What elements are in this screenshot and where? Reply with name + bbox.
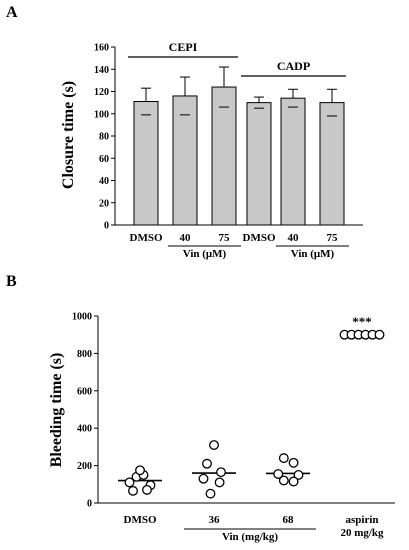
x-tick-label-a: 40 — [180, 232, 192, 244]
y-tick-label-a: 20 — [99, 198, 109, 209]
x-tick-label-b: 68 — [283, 514, 295, 526]
bar — [319, 102, 345, 226]
data-point — [214, 477, 225, 488]
group-label-a: CEPI — [169, 40, 198, 54]
y-tick-label-a: 60 — [99, 154, 109, 165]
data-point — [142, 484, 152, 495]
x-tick-label-a: 40 — [288, 232, 300, 244]
y-tick-label-a: 0 — [104, 221, 109, 232]
y-tick-label-a: 40 — [99, 176, 109, 187]
panel-b-chart: Bleeding time (s) 0 200 400 600 800 1000 DMSO 3… — [48, 312, 395, 543]
y-tick-label-b: 200 — [77, 461, 92, 472]
bar — [172, 95, 198, 226]
x-tick-label-b-line2: 20 mg/kg — [340, 527, 384, 539]
data-point — [278, 453, 289, 464]
data-point — [278, 475, 289, 486]
panel-letter-a: A — [6, 4, 18, 21]
sublabel-a: Vin (μM) — [183, 248, 227, 260]
panel-a-chart: Closure time (s) 0 20 40 60 80 100 120 140 160 DM… — [60, 40, 363, 260]
data-point — [288, 457, 299, 468]
data-point — [209, 440, 219, 450]
y-tick-label-a: 80 — [99, 132, 109, 143]
data-point — [135, 465, 145, 476]
y-tick-label-b: 800 — [77, 349, 92, 360]
x-tick-label-a: 75 — [327, 232, 339, 244]
data-point — [124, 477, 135, 488]
y-axis-label-b: Bleeding time (s) — [48, 353, 65, 468]
data-point — [273, 469, 284, 479]
panel-letter-b: B — [6, 273, 17, 290]
x-tick-label-b: aspirin — [345, 514, 378, 526]
y-tick-label-b: 1000 — [72, 312, 92, 323]
bar — [211, 86, 237, 226]
significance-annotation: *** — [352, 314, 372, 329]
x-tick-label-a: DMSO — [243, 232, 276, 244]
x-tick-label-b: 36 — [209, 514, 221, 526]
x-tick-label-b: DMSO — [124, 514, 157, 526]
y-tick-label-a: 140 — [94, 65, 109, 76]
group-label-b: Vin (mg/kg) — [222, 531, 278, 543]
sublabel-a: Vin (μM) — [291, 248, 335, 260]
data-point — [293, 470, 304, 480]
y-tick-label-b: 0 — [87, 499, 92, 510]
y-tick-label-b: 400 — [77, 424, 92, 435]
bar — [280, 97, 306, 226]
y-axis-label-a: Closure time (s) — [60, 81, 77, 189]
data-point — [202, 458, 212, 469]
y-tick-label-b: 600 — [77, 386, 92, 397]
data-point — [216, 467, 226, 478]
bar — [133, 101, 159, 226]
group-label-a: CADP — [277, 59, 310, 73]
y-tick-label-a: 160 — [94, 43, 109, 54]
data-point — [205, 488, 216, 499]
x-tick-label-a: 75 — [219, 232, 231, 244]
data-point — [374, 329, 385, 340]
x-tick-label-a: DMSO — [130, 232, 163, 244]
data-point — [288, 476, 299, 487]
data-point — [128, 485, 138, 496]
y-tick-label-a: 120 — [94, 87, 109, 98]
data-point — [198, 473, 209, 484]
bar — [246, 102, 272, 226]
y-tick-label-a: 100 — [94, 109, 109, 120]
